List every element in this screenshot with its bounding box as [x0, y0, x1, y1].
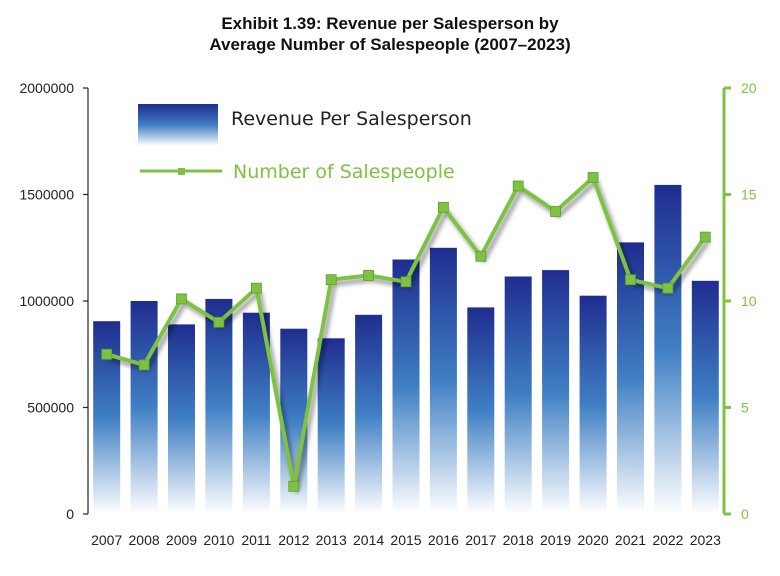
x-tick-label-2009: 2009 [166, 532, 197, 548]
revenue-bar-2020 [579, 295, 607, 514]
revenue-bars [93, 184, 719, 515]
right-tick-label: 15 [741, 187, 757, 203]
revenue-bar-2018 [504, 276, 532, 514]
revenue-bar-2014 [355, 314, 383, 514]
x-tick-label-2017: 2017 [465, 532, 496, 548]
salespeople-point-2015 [400, 276, 412, 288]
revenue-bar-2010 [205, 298, 233, 514]
x-tick-label-2015: 2015 [390, 532, 421, 548]
revenue-bar-2019 [542, 270, 570, 514]
left-tick-label: 2000000 [19, 80, 74, 96]
salespeople-point-2017 [475, 250, 487, 262]
salespeople-point-2007 [101, 348, 113, 360]
legend-line-marker [178, 168, 185, 175]
x-tick-label-2022: 2022 [652, 532, 683, 548]
x-tick-label-2021: 2021 [615, 532, 646, 548]
salespeople-point-2013 [325, 274, 337, 286]
salespeople-point-2012 [288, 480, 300, 492]
x-tick-label-2012: 2012 [278, 532, 309, 548]
revenue-bar-2016 [429, 247, 457, 515]
salespeople-point-2023 [699, 231, 711, 243]
x-tick-label-2011: 2011 [241, 532, 271, 548]
salespeople-point-2016 [437, 201, 449, 213]
revenue-bar-2021 [617, 242, 644, 514]
left-tick-label: 1000000 [19, 293, 74, 309]
revenue-bar-2017 [467, 307, 495, 514]
x-tick-label-2018: 2018 [503, 532, 534, 548]
right-tick-label: 0 [741, 506, 749, 522]
salespeople-line-layer [101, 172, 711, 492]
salespeople-point-2018 [512, 180, 524, 192]
legend-bar-label: Revenue Per Salesperson [231, 108, 472, 130]
x-tick-label-2016: 2016 [428, 532, 459, 548]
right-tick-label: 5 [741, 400, 749, 416]
salespeople-point-2022 [662, 282, 674, 294]
salespeople-point-2011 [250, 282, 262, 294]
revenue-bar-2022 [654, 184, 682, 514]
x-tick-label-2013: 2013 [316, 532, 347, 548]
revenue-bar-2008 [130, 301, 158, 514]
x-tick-label-2007: 2007 [91, 532, 122, 548]
chart-title-line2: Average Number of Salespeople (2007–2023… [209, 35, 571, 54]
salespeople-point-2019 [550, 206, 561, 217]
salespeople-point-2009 [176, 293, 187, 305]
revenue-bar-2013 [317, 338, 345, 514]
left-tick-label: 0 [66, 506, 74, 522]
left-tick-label: 500000 [27, 400, 74, 416]
left-tick-label: 1500000 [19, 187, 74, 203]
right-tick-label: 20 [741, 80, 757, 96]
legend-bar-swatch [138, 104, 218, 146]
salespeople-point-2010 [213, 316, 225, 328]
revenue-bar-2009 [168, 324, 195, 514]
chart-title-line1: Exhibit 1.39: Revenue per Salesperson by [221, 14, 559, 33]
salespeople-point-2008 [138, 359, 150, 371]
x-tick-label-2010: 2010 [203, 532, 234, 548]
legend: Revenue Per Salesperson Number of Salesp… [138, 104, 472, 183]
x-tick-label-2023: 2023 [690, 532, 721, 548]
x-tick-label-2019: 2019 [540, 532, 571, 548]
x-tick-label-2008: 2008 [129, 532, 160, 548]
revenue-bar-2023 [691, 280, 719, 514]
legend-line-label: Number of Salespeople [233, 161, 455, 183]
salespeople-point-2020 [587, 172, 599, 183]
salespeople-point-2014 [363, 269, 375, 281]
right-tick-label: 10 [741, 293, 757, 309]
axes: 0 500000 1000000 1500000 2000000 0 5 10 15 20 2007… [19, 80, 756, 548]
x-tick-label-2020: 2020 [578, 532, 609, 548]
salespeople-point-2021 [625, 274, 636, 286]
x-tick-label-2014: 2014 [353, 532, 384, 548]
revenue-bar-2015 [392, 259, 420, 514]
